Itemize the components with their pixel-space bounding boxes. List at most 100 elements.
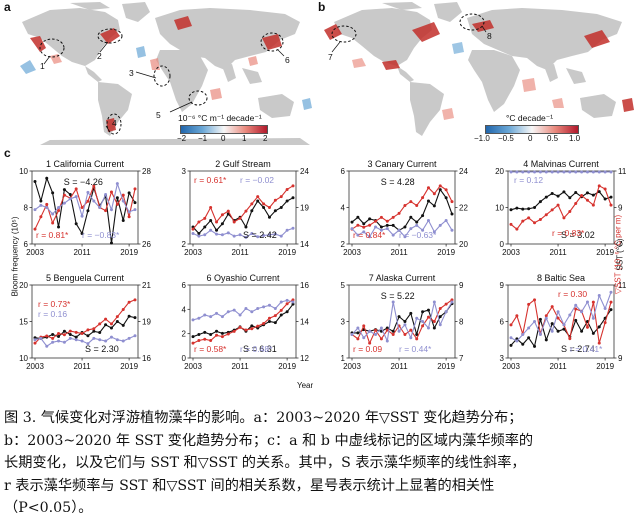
- data-point-sst: [256, 235, 260, 239]
- data-point-sst: [285, 298, 289, 302]
- data-point-sst: [191, 232, 195, 235]
- chart-title: 8 Baltic Sea: [537, 273, 585, 283]
- data-point-sst: [403, 235, 407, 239]
- data-point-grad: [603, 187, 607, 191]
- data-point-sst: [291, 300, 295, 304]
- series-line-sst: [192, 299, 294, 321]
- data-point-bloom: [68, 333, 72, 336]
- slope-annotation: S = 2.30: [85, 344, 119, 354]
- y-tick-label-left: 6: [182, 281, 187, 290]
- data-point-bloom: [368, 217, 372, 221]
- y-tick-label-right: 19: [300, 204, 309, 213]
- data-point-grad: [291, 298, 295, 302]
- data-point-bloom: [385, 223, 389, 227]
- x-tick-label: 2011: [390, 248, 408, 257]
- y-tick-label-right: 21: [142, 281, 151, 290]
- map-a-weak-trend: [50, 54, 258, 100]
- data-point-bloom: [403, 320, 407, 323]
- series-line-grad: [351, 185, 453, 230]
- data-point-bloom: [521, 207, 525, 211]
- series-line-bloom: [34, 315, 136, 339]
- chart-plot-area: 4 Malvinas Current 2003 2011 2019 0 10 20 7 9 11 S…: [495, 159, 627, 257]
- chart-7-alaska-current: 7 Alaska Current 2003 2011 2019 1 3 5 7 8 9 S = 5.…: [341, 273, 464, 371]
- data-point-grad: [374, 328, 378, 332]
- data-point-sst: [597, 294, 601, 297]
- data-point-sst: [444, 310, 448, 314]
- r-grad-annotation: r = 0.73*: [38, 299, 71, 309]
- data-point-sst: [256, 307, 260, 310]
- data-point-grad: [273, 198, 277, 202]
- x-tick-label: 2011: [73, 362, 91, 371]
- data-point-grad: [45, 334, 49, 338]
- data-point-grad: [397, 211, 401, 215]
- y-tick-label-right: 16: [300, 281, 309, 290]
- data-point-sst: [527, 170, 531, 174]
- data-point-grad: [279, 195, 283, 199]
- y-tick-label-right: 19: [142, 318, 151, 327]
- data-point-sst: [121, 339, 125, 343]
- data-point-sst: [421, 228, 425, 232]
- data-point-grad: [285, 187, 289, 191]
- data-point-bloom: [509, 343, 513, 347]
- data-point-grad: [379, 337, 383, 341]
- data-point-sst: [356, 326, 360, 330]
- data-point-bloom: [391, 329, 395, 333]
- map-a-colorbar-tick: −1: [198, 134, 208, 143]
- chart-title: 7 Alaska Current: [369, 273, 436, 283]
- ylabel-right-blue: SST (°C): [615, 238, 625, 271]
- data-point-grad: [267, 316, 271, 320]
- data-point-grad: [62, 333, 66, 337]
- data-point-sst: [115, 182, 119, 186]
- caption-line: r 表示藻华频率与 SST 和▽SST 间的相关系数，星号表示统计上显著的相关性: [4, 477, 495, 494]
- data-point-grad: [133, 187, 137, 191]
- data-point-bloom: [591, 331, 595, 335]
- data-point-grad: [86, 328, 90, 332]
- data-point-bloom: [574, 318, 578, 322]
- y-tick-label-right: 14: [300, 318, 309, 327]
- data-point-bloom: [527, 207, 531, 211]
- data-point-sst: [421, 320, 425, 323]
- r-grad-annotation: r = 0.83*: [552, 228, 585, 238]
- x-tick-label: 2011: [73, 248, 91, 257]
- series-line-grad: [510, 298, 612, 344]
- r-grad-annotation: r = 0.81*: [36, 230, 69, 240]
- data-point-sst: [409, 336, 413, 340]
- map-a-landmass: [22, 2, 310, 145]
- data-point-sst: [262, 305, 266, 309]
- data-point-bloom: [80, 232, 84, 235]
- data-point-grad: [273, 314, 277, 318]
- y-tick-label-right: 24: [300, 167, 309, 176]
- data-point-bloom: [609, 195, 613, 199]
- data-point-grad: [256, 195, 260, 199]
- data-point-bloom: [356, 215, 360, 219]
- data-point-grad: [285, 302, 289, 306]
- data-point-sst: [544, 170, 548, 174]
- chart-plot-area: 1 California Current 2003 2011 2019 6 8 10 26 28…: [19, 159, 151, 257]
- data-point-grad: [197, 339, 201, 343]
- data-point-sst: [203, 313, 207, 317]
- data-point-sst: [267, 303, 271, 307]
- data-point-sst: [133, 208, 137, 212]
- data-point-grad: [450, 298, 454, 302]
- data-point-sst: [397, 228, 401, 232]
- data-point-bloom: [609, 308, 613, 312]
- data-point-grad: [86, 199, 90, 203]
- data-point-bloom: [415, 220, 419, 224]
- data-point-sst: [98, 206, 102, 209]
- data-point-bloom: [244, 225, 248, 229]
- data-point-bloom: [57, 334, 61, 338]
- data-point-grad: [68, 329, 72, 333]
- data-point-bloom: [39, 199, 43, 203]
- data-point-bloom: [51, 333, 55, 336]
- map-a-region-3: 3: [129, 68, 134, 78]
- y-tick-label-left: 10: [495, 204, 504, 213]
- data-point-sst: [356, 233, 360, 237]
- data-point-bloom: [533, 206, 537, 209]
- data-point-bloom: [421, 214, 425, 218]
- data-point-bloom: [597, 325, 601, 329]
- map-a-region-5: 5: [156, 110, 161, 120]
- y-tick-label-left: 0: [500, 240, 505, 249]
- data-point-sst: [609, 290, 613, 294]
- data-point-sst: [74, 195, 78, 199]
